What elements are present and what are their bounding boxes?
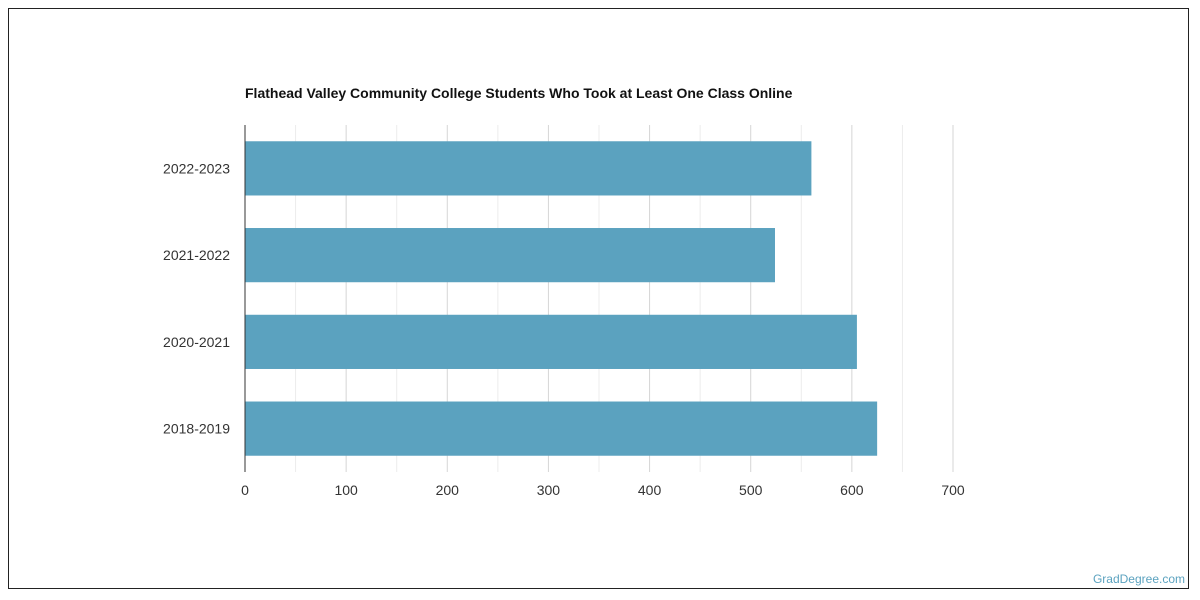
y-tick-label: 2021-2022 xyxy=(163,247,230,263)
bar-2022-2023[interactable] xyxy=(245,141,812,196)
x-tick-label: 700 xyxy=(941,482,965,498)
bar-2020-2021[interactable] xyxy=(245,314,857,369)
y-tick-label: 2020-2021 xyxy=(163,334,230,350)
x-tick-label: 500 xyxy=(739,482,763,498)
x-tick-label: 600 xyxy=(840,482,864,498)
y-tick-label: 2018-2019 xyxy=(163,421,230,437)
x-tick-label: 100 xyxy=(334,482,358,498)
bar-2018-2019[interactable] xyxy=(245,401,878,456)
x-tick-label: 400 xyxy=(638,482,662,498)
chart-title: Flathead Valley Community College Studen… xyxy=(245,85,793,101)
y-tick-label: 2022-2023 xyxy=(163,160,230,176)
bar-2021-2022[interactable] xyxy=(245,228,775,283)
x-tick-label: 200 xyxy=(436,482,460,498)
x-tick-label: 300 xyxy=(537,482,561,498)
x-tick-label: 0 xyxy=(241,482,249,498)
watermark: GradDegree.com xyxy=(1092,572,1185,586)
